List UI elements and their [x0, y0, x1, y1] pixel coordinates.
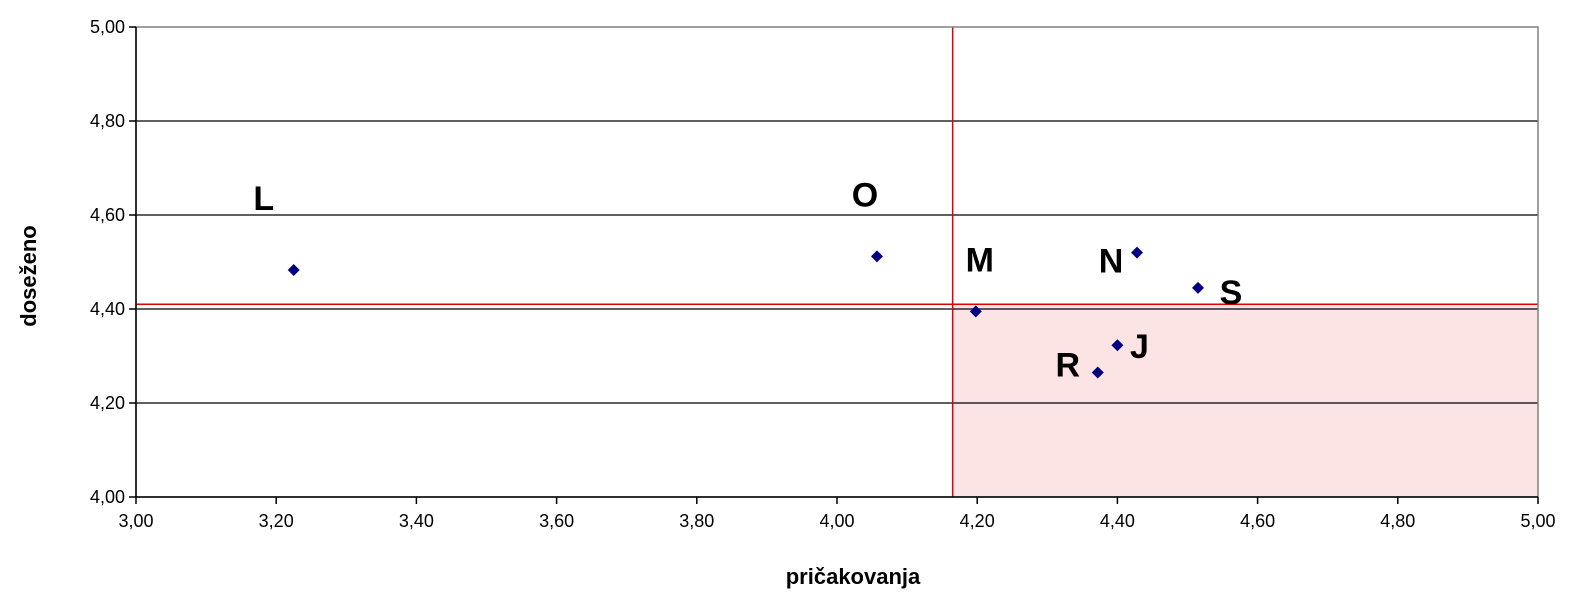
data-point-label: J	[1130, 328, 1149, 366]
reference-lines	[136, 27, 1538, 497]
y-tick-label: 4,40	[90, 299, 125, 319]
x-tick-label: 4,40	[1100, 511, 1135, 531]
y-tick-label: 4,00	[90, 487, 125, 507]
axes: 4,00 4,20 4,40 4,60 4,80 5,00 3,00 3,20 3,40 3,60…	[90, 17, 1556, 531]
y-axis-title: doseženo	[16, 225, 41, 326]
data-point-label: O	[852, 176, 878, 214]
x-tick-label: 5,00	[1520, 511, 1555, 531]
data-point-marker	[1131, 246, 1144, 259]
x-tick-label: 3,00	[118, 511, 153, 531]
grid-lines	[136, 120, 1538, 404]
x-tick-label: 4,80	[1380, 511, 1415, 531]
data-point-marker	[1091, 366, 1104, 379]
y-tick-label: 5,00	[90, 17, 125, 37]
data-point-marker	[287, 263, 300, 276]
x-tick-label: 3,80	[679, 511, 714, 531]
x-tick-label: 4,20	[960, 511, 995, 531]
data-point-label: S	[1220, 274, 1243, 312]
data-point-marker	[870, 250, 883, 263]
x-tick-label: 4,60	[1240, 511, 1275, 531]
x-tick-label: 3,60	[539, 511, 574, 531]
data-point-marker	[1192, 281, 1205, 294]
data-point-marker	[1111, 339, 1124, 352]
data-point-label: R	[1055, 346, 1080, 384]
data-points: L O M N S J R	[253, 176, 1242, 384]
data-point-marker	[969, 305, 982, 318]
x-tick-label: 4,00	[819, 511, 854, 531]
data-point-label: M	[966, 241, 994, 279]
data-point-label: N	[1099, 243, 1124, 281]
x-tick-label: 3,40	[399, 511, 434, 531]
highlight-region	[952, 304, 1538, 497]
x-tick-label: 3,20	[259, 511, 294, 531]
y-tick-label: 4,20	[90, 393, 125, 413]
data-point-label: L	[253, 180, 274, 218]
x-axis-title: pričakovanja	[786, 564, 921, 589]
y-tick-label: 4,60	[90, 205, 125, 225]
y-tick-label: 4,80	[90, 111, 125, 131]
